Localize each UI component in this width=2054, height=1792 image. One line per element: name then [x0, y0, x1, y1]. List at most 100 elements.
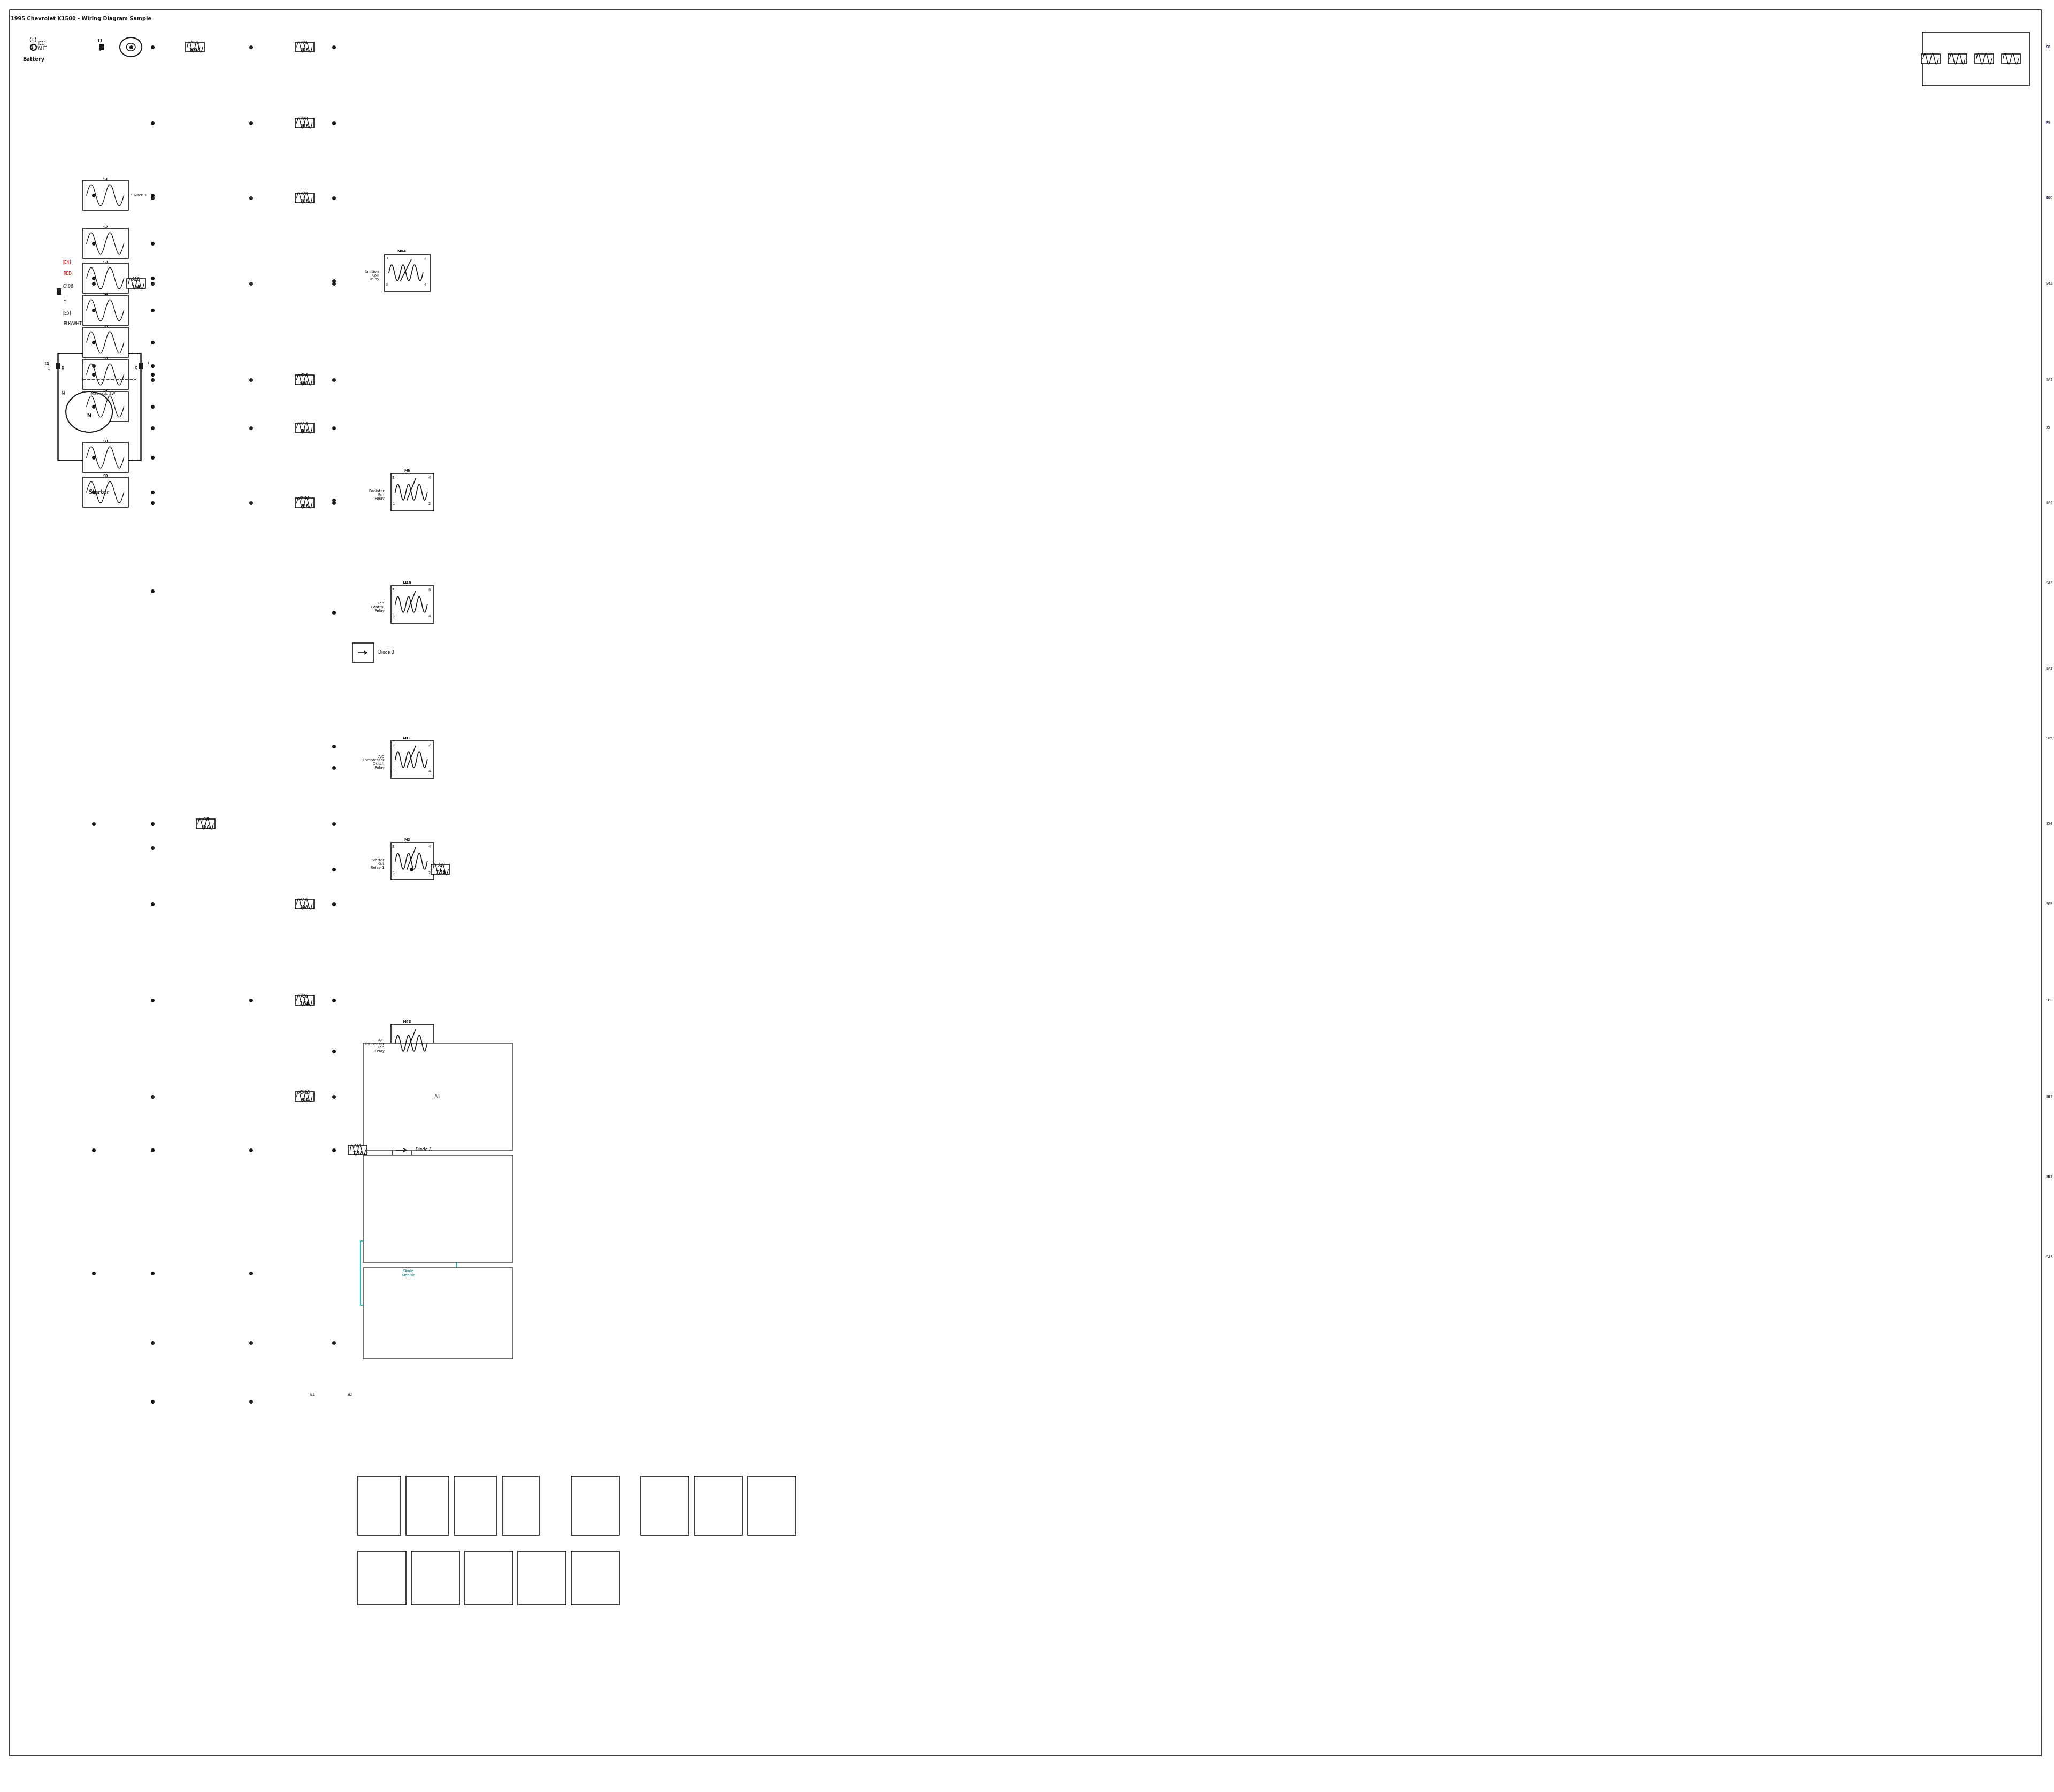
- Bar: [82, 477, 127, 507]
- Circle shape: [66, 392, 113, 432]
- Text: M11: M11: [403, 737, 411, 740]
- Text: M43: M43: [403, 1020, 411, 1023]
- Bar: [571, 1477, 620, 1536]
- Text: S69: S69: [2046, 903, 2052, 905]
- Text: A1-6: A1-6: [191, 41, 199, 45]
- Bar: [138, 362, 142, 369]
- Bar: [357, 1552, 407, 1606]
- Text: B: B: [62, 367, 64, 371]
- Bar: [82, 181, 127, 210]
- Text: A17: A17: [201, 817, 210, 823]
- Text: 15A: 15A: [201, 824, 210, 830]
- Text: S85: S85: [2046, 737, 2052, 740]
- Text: C406: C406: [64, 285, 74, 289]
- Text: Starter: Starter: [88, 489, 109, 495]
- Text: A/C
Compressor
Clutch
Relay: A/C Compressor Clutch Relay: [362, 754, 384, 769]
- Text: 60A: 60A: [300, 382, 308, 385]
- Bar: [296, 498, 314, 507]
- Text: A22: A22: [300, 116, 308, 122]
- Text: (+): (+): [29, 38, 37, 43]
- Bar: [58, 289, 62, 294]
- Text: 4: 4: [427, 477, 431, 478]
- Text: S: S: [136, 367, 138, 371]
- Text: Radiator
Fan
Relay: Radiator Fan Relay: [370, 489, 384, 500]
- Bar: [296, 194, 314, 202]
- Text: S5: S5: [2046, 426, 2050, 430]
- Bar: [82, 360, 127, 389]
- Text: 2: 2: [427, 502, 431, 505]
- Bar: [127, 280, 146, 289]
- Text: 15A: 15A: [300, 48, 308, 54]
- Text: S8: S8: [2046, 45, 2050, 48]
- Text: 2: 2: [427, 744, 431, 747]
- Bar: [296, 43, 314, 52]
- Text: S9: S9: [2046, 122, 2050, 125]
- Text: S6: S6: [103, 357, 109, 360]
- Text: B: B: [2046, 45, 2048, 48]
- Bar: [55, 362, 60, 369]
- Text: 1: 1: [64, 297, 66, 301]
- Text: 7.5A: 7.5A: [353, 1150, 364, 1156]
- Text: S7: S7: [103, 389, 109, 392]
- Text: A2-3: A2-3: [300, 373, 310, 378]
- Text: T1: T1: [97, 38, 103, 43]
- Text: B1: B1: [310, 1392, 314, 1396]
- Bar: [185, 43, 203, 52]
- Bar: [407, 1477, 448, 1536]
- Bar: [99, 43, 103, 50]
- Text: A1: A1: [435, 1093, 442, 1098]
- Text: 2: 2: [423, 256, 425, 260]
- Text: 3: 3: [392, 477, 394, 478]
- Bar: [390, 740, 433, 778]
- Text: M44: M44: [396, 249, 407, 253]
- Text: 1: 1: [148, 362, 150, 366]
- Bar: [197, 819, 216, 828]
- Text: SB9: SB9: [2046, 1176, 2052, 1179]
- Text: S8: S8: [103, 439, 109, 443]
- Bar: [82, 328, 127, 357]
- Text: A2-6: A2-6: [300, 898, 310, 903]
- Text: 3: 3: [392, 771, 394, 772]
- Bar: [349, 1145, 368, 1154]
- Text: A/C
Condenser
Fan
Relay: A/C Condenser Fan Relay: [364, 1039, 384, 1054]
- Text: 2: 2: [427, 871, 431, 874]
- Bar: [384, 254, 429, 292]
- Bar: [431, 864, 450, 874]
- Text: A16: A16: [131, 278, 140, 281]
- Bar: [353, 643, 374, 663]
- Bar: [501, 1477, 540, 1536]
- Text: A21: A21: [300, 41, 308, 45]
- Bar: [357, 1477, 401, 1536]
- Text: 4: 4: [423, 283, 425, 287]
- Text: 4: 4: [427, 771, 431, 772]
- Text: SA6: SA6: [2046, 581, 2052, 584]
- Bar: [296, 375, 314, 385]
- Text: S54: S54: [2046, 823, 2052, 826]
- Bar: [748, 1477, 795, 1536]
- Text: RED: RED: [64, 271, 72, 276]
- Bar: [296, 900, 314, 909]
- Bar: [390, 842, 433, 880]
- Bar: [454, 1477, 497, 1536]
- Bar: [364, 1156, 514, 1262]
- Text: 15A: 15A: [131, 285, 140, 289]
- Bar: [82, 443, 127, 473]
- Text: SA5: SA5: [2046, 1256, 2052, 1258]
- Text: 6: 6: [427, 588, 431, 591]
- Bar: [296, 1091, 314, 1102]
- Text: M: M: [62, 391, 64, 396]
- Text: 7.5A: 7.5A: [435, 871, 446, 874]
- Text: S2: S2: [103, 226, 109, 229]
- Text: [E4]: [E4]: [64, 260, 72, 263]
- Text: 3: 3: [392, 588, 394, 591]
- Text: S5: S5: [103, 324, 109, 328]
- Text: 1: 1: [392, 871, 394, 874]
- Text: 4: 4: [427, 846, 431, 848]
- Text: 3: 3: [386, 283, 388, 287]
- Text: A5: A5: [438, 862, 444, 867]
- Text: SB7: SB7: [2046, 1095, 2052, 1098]
- Text: A25: A25: [300, 995, 308, 998]
- Text: A2-10: A2-10: [298, 1090, 310, 1095]
- Text: B: B: [2046, 122, 2048, 125]
- Bar: [411, 1552, 460, 1606]
